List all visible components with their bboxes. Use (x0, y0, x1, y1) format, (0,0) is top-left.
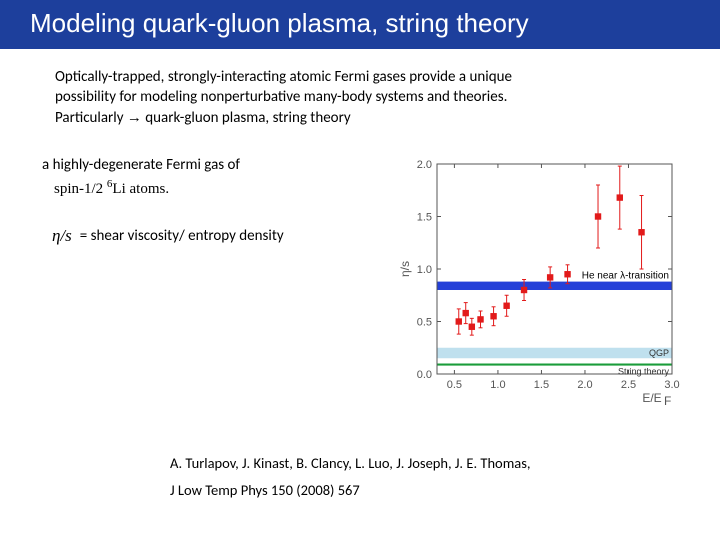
svg-text:QGP: QGP (649, 348, 669, 358)
svg-text:0.5: 0.5 (417, 316, 432, 328)
svg-text:2.0: 2.0 (577, 379, 592, 391)
intro-paragraph: Optically-trapped, strongly-interacting … (55, 67, 680, 128)
intro-line1: Optically-trapped, strongly-interacting … (55, 68, 512, 86)
isotope-elem: Li atoms. (112, 181, 169, 197)
svg-text:η/s: η/s (398, 261, 412, 277)
svg-text:He near λ-transition: He near λ-transition (582, 270, 669, 281)
svg-text:1.0: 1.0 (490, 379, 505, 391)
svg-text:1.5: 1.5 (534, 379, 549, 391)
intro-line3a: Particularly (55, 109, 127, 127)
citation-ref: J Low Temp Phys 150 (2008) 567 (170, 477, 700, 505)
svg-text:1.0: 1.0 (417, 264, 432, 276)
intro-line2: possibility for modeling nonperturbative… (55, 88, 507, 106)
degenerate-text: a highly-degenerate Fermi gas of (42, 156, 382, 174)
svg-text:2.5: 2.5 (621, 379, 636, 391)
svg-text:E/E: E/E (642, 391, 661, 405)
svg-text:1.5: 1.5 (417, 211, 432, 223)
eta-definition: η/s = shear viscosity/ entropy density (42, 226, 382, 246)
citation: A. Turlapov, J. Kinast, B. Clancy, L. Lu… (170, 450, 700, 505)
arrow-icon: → (127, 109, 142, 126)
content-row: a highly-degenerate Fermi gas of spin-1/… (42, 156, 700, 406)
left-column: a highly-degenerate Fermi gas of spin-1/… (42, 156, 382, 246)
svg-text:0.5: 0.5 (447, 379, 462, 391)
svg-text:F: F (664, 394, 671, 406)
spin-formula: spin-1/2 6Li atoms. (54, 178, 382, 198)
citation-authors: A. Turlapov, J. Kinast, B. Clancy, L. Lu… (170, 450, 700, 478)
svg-text:0.0: 0.0 (417, 369, 432, 381)
viscosity-chart: 0.0 0.5 1.0 1.5 2.0 0.5 1.0 1.5 2.0 2.5 3.0E/EFη/s… (392, 156, 692, 406)
eta-symbol: η/s (52, 226, 72, 246)
svg-text:2.0: 2.0 (417, 159, 432, 171)
spin-text: spin-1/2 (54, 181, 107, 197)
intro-line3b: quark-gluon plasma, string theory (142, 109, 351, 127)
slide-title: Modeling quark-gluon plasma, string theo… (0, 0, 720, 49)
svg-text:String theory: String theory (618, 366, 670, 376)
svg-text:3.0: 3.0 (664, 379, 679, 391)
eta-eq: = shear viscosity/ entropy density (80, 227, 284, 245)
chart-svg: 0.0 0.5 1.0 1.5 2.0 0.5 1.0 1.5 2.0 2.5 3.0E/EFη/s… (392, 156, 692, 406)
